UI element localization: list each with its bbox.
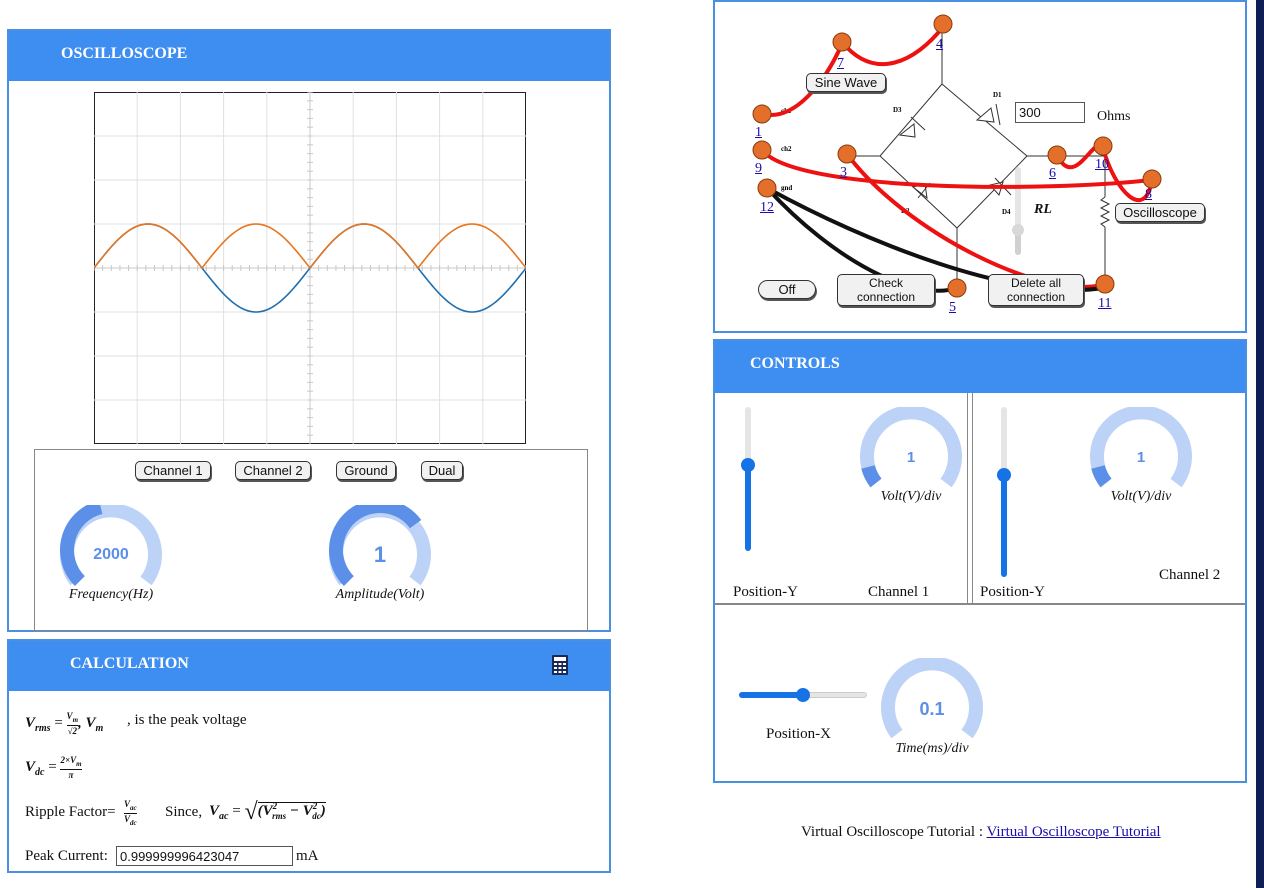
channel-2-position-y-fill [1001,475,1007,577]
controls-section-divider [715,603,1245,605]
oscilloscope-screen [94,92,526,444]
channel-2-waveform [94,223,526,270]
footer-text: Virtual Oscilloscope Tutorial : Virtual … [801,824,1161,841]
channel-2-label: Channel 2 [1159,567,1221,583]
position-x-fill [739,692,803,698]
signal-controls-box [34,449,588,632]
circuit-panel: D1 D3 D4 D2 ch1 ch2 gnd 1 3 4 [713,0,1247,333]
channel-1-volt-value: 1 [906,449,916,466]
frequency-gauge[interactable] [59,505,163,587]
channel-controls-divider [967,393,973,604]
node-label-3[interactable]: 3 [840,165,847,180]
channel-1-label: Channel 1 [868,584,930,600]
time-div-label: Time(ms)/div [895,741,969,756]
dc-formula: Vdc = 2×Vm π [25,755,82,780]
peak-current-label: Peak Current: [25,848,108,864]
ripple-factor-label: Ripple Factor= [25,804,116,820]
frequency-label: Frequency(Hz) [68,587,154,602]
node-label-12[interactable]: 12 [760,200,774,215]
rms-description: , is the peak voltage [127,712,247,728]
scrollbar[interactable] [1256,0,1264,888]
node-label-1[interactable]: 1 [755,125,762,140]
oscilloscope-button[interactable]: Oscilloscope [1115,203,1205,222]
check-connection-button[interactable]: Check connection [837,274,935,306]
channel-1-position-label: Position-Y [733,584,799,600]
channel-1-position-y-handle[interactable] [741,457,755,472]
calculation-panel: CALCULATION Vrms = Vm √2, Vm , is the pea… [7,639,611,873]
ohms-label: Ohms [1097,109,1131,124]
bridge-rectifier-circuit: D1 D3 D4 D2 ch1 ch2 gnd [752,14,1162,298]
channel-1-volt-label: Volt(V)/div [880,489,942,504]
node-label-6[interactable]: 6 [1049,166,1056,181]
oscilloscope-title: OSCILLOSCOPE [9,31,609,81]
node-label-4[interactable]: 4 [936,37,943,52]
channel-2-position-y-handle[interactable] [997,468,1011,482]
channel-1-position-y-fill [745,464,751,551]
amplitude-value: 1 [373,542,387,567]
channel-2-button[interactable]: Channel 2 [235,461,311,480]
time-div-gauge[interactable] [880,658,984,740]
tutorial-link[interactable]: Virtual Oscilloscope Tutorial [986,824,1161,840]
node-label-8[interactable]: 8 [1145,187,1152,202]
position-x-label: Position-X [766,726,832,742]
controls-title: CONTROLS [715,341,1245,393]
footer-label: Virtual Oscilloscope Tutorial : [801,824,984,840]
time-div-value: 0.1 [919,699,945,719]
ripple-factor-formula: Vac Vdc [124,799,137,827]
diode-label-d1: D1 [993,91,1002,99]
channel-2-volt-gauge[interactable] [1089,407,1193,489]
node-label-5[interactable]: 5 [949,300,956,315]
calculation-title: CALCULATION [9,641,609,691]
since-label: Since, [165,804,203,820]
dual-button[interactable]: Dual [421,461,463,480]
terminal-label-gnd: gnd [781,184,792,192]
channel-2-volt-label: Volt(V)/div [1110,489,1172,504]
node-label-9[interactable]: 9 [755,161,762,176]
sine-wave-button[interactable]: Sine Wave [806,73,886,92]
ground-button[interactable]: Ground [336,461,396,480]
frequency-value: 2000 [93,546,129,563]
controls-panel: CONTROLS 1 Volt(V)/div Position-Y Channe… [713,339,1247,783]
channel-1-volt-gauge[interactable] [859,407,963,489]
diode-label-d3: D3 [893,106,902,114]
amplitude-label: Amplitude(Volt) [335,587,425,602]
channel-1-button[interactable]: Channel 1 [135,461,211,480]
position-x-handle[interactable] [796,688,810,702]
oscilloscope-panel: OSCILLOSCOPE Channel 1 Channel 2 Ground … [7,29,611,632]
node-label-10[interactable]: 10 [1095,157,1109,172]
channel-2-volt-value: 1 [1136,449,1146,466]
channel-2-position-label: Position-Y [980,584,1046,600]
load-resistance-label: RL [1034,202,1052,217]
ac-formula: Vac = √(V2rms − V2dc) [209,799,326,825]
calculator-icon[interactable] [552,655,568,675]
off-button[interactable]: Off [758,280,816,299]
resistance-input[interactable] [1015,102,1085,123]
node-label-7[interactable]: 7 [837,56,844,71]
rms-formula: Vrms = Vm √2, Vm [25,711,104,736]
peak-current-field[interactable] [116,846,293,866]
amplitude-gauge[interactable] [328,505,432,587]
terminal-label-ch2: ch2 [781,145,792,153]
node-label-11[interactable]: 11 [1098,296,1112,311]
diode-label-d4: D4 [1002,208,1011,216]
peak-current-unit: mA [296,848,319,864]
delete-all-connection-button[interactable]: Delete all connection [988,274,1084,306]
